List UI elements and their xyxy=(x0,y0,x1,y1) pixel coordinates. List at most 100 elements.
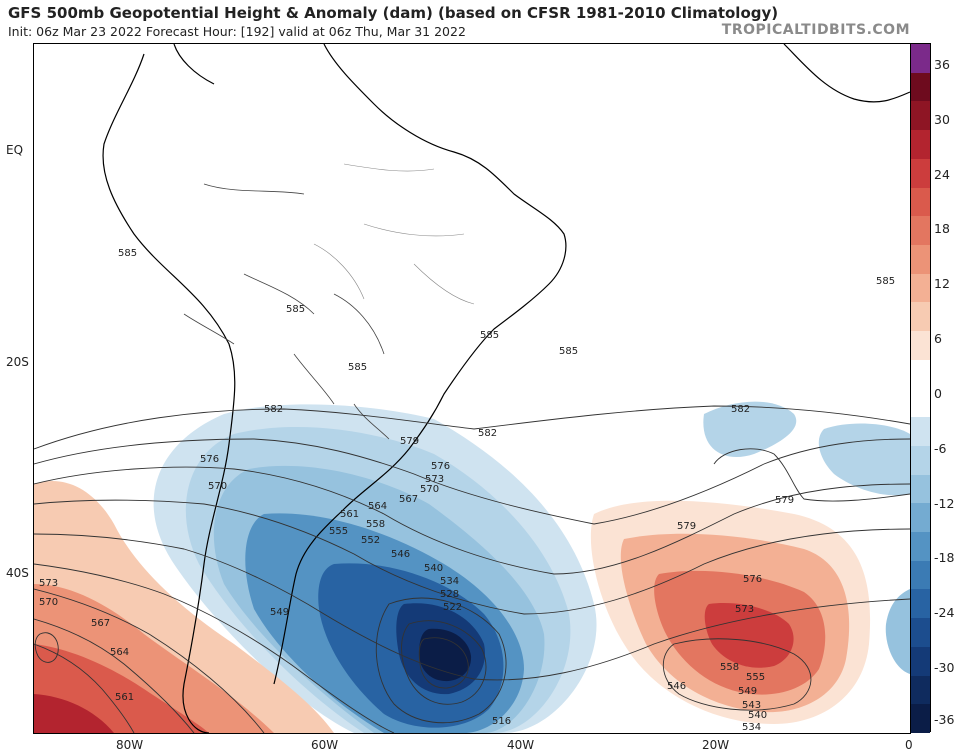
colorbar-segment xyxy=(911,331,930,361)
site-brand[interactable]: TROPICALTIDBITS.COM xyxy=(721,22,910,38)
contour-label: 579 xyxy=(400,436,419,447)
lon-label-20w: 20W xyxy=(702,738,730,752)
negative-anomaly-field xyxy=(153,401,910,733)
contour-label: 534 xyxy=(440,576,459,587)
contour-label: 585 xyxy=(118,248,137,259)
colorbar-segment xyxy=(911,130,930,160)
anomaly-neg-patch-east xyxy=(818,423,910,496)
contour-label: 567 xyxy=(91,618,110,629)
contour-label: 558 xyxy=(366,519,385,530)
colorbar-segment xyxy=(911,388,930,418)
contour-label: 549 xyxy=(270,607,289,618)
contour-label: 576 xyxy=(743,574,762,585)
lon-label-80w: 80W xyxy=(116,738,144,752)
colorbar-tick-label: 18 xyxy=(934,221,950,237)
contour-label: 582 xyxy=(264,404,283,415)
lat-label-40s: 40S xyxy=(6,566,29,580)
colorbar-segment xyxy=(911,273,930,303)
chart-title: GFS 500mb Geopotential Height & Anomaly … xyxy=(8,4,779,22)
contour-label: 546 xyxy=(391,549,410,560)
colorbar-segment xyxy=(911,44,930,74)
colorbar-segment xyxy=(911,158,930,189)
contour-label: 522 xyxy=(443,602,462,613)
contour-label: 552 xyxy=(361,535,380,546)
contour-label: 564 xyxy=(110,647,129,658)
anomaly-colorbar xyxy=(910,43,931,734)
contour-label: 573 xyxy=(425,474,444,485)
colorbar-segment xyxy=(911,359,930,389)
colorbar-segment xyxy=(911,417,930,447)
brazil-states xyxy=(313,163,475,305)
colorbar-segment xyxy=(911,704,930,734)
colorbar-tick-label: 30 xyxy=(934,111,950,127)
map-panel: 585 585 585 585 585 585 582 582 582 579 … xyxy=(33,43,911,734)
colorbar-tick-label: 36 xyxy=(934,57,950,72)
africa-outline xyxy=(783,44,910,103)
lon-label-0: 0 xyxy=(905,738,913,752)
colorbar-segment xyxy=(911,589,930,619)
anomaly-neg-core xyxy=(419,628,472,682)
colorbar-segment xyxy=(911,72,930,102)
contour-label: 585 xyxy=(348,362,367,373)
contour-label: 543 xyxy=(742,700,761,711)
contour-label: 573 xyxy=(735,604,754,615)
contour-label: 540 xyxy=(424,563,443,574)
anomaly-neg-patch-atlantic xyxy=(703,401,797,458)
contour-label: 516 xyxy=(492,716,511,727)
contour-label: 570 xyxy=(39,597,58,608)
map-canvas: 585 585 585 585 585 585 582 582 582 579 … xyxy=(34,44,910,733)
contour-label: 582 xyxy=(731,404,750,415)
anomaly-pos-west-24 xyxy=(34,694,114,733)
colorbar-segment xyxy=(911,302,930,332)
contour-labels: 585 585 585 585 585 585 582 582 582 579 … xyxy=(39,248,895,733)
land-outlines xyxy=(102,44,910,733)
contour-label: 585 xyxy=(480,330,499,341)
positive-anomaly-field xyxy=(34,480,871,733)
contour-label: 546 xyxy=(667,681,686,692)
contour-label: 561 xyxy=(115,692,134,703)
lat-label-20s: 20S xyxy=(6,355,29,369)
contour-label: 570 xyxy=(208,481,227,492)
contour-label: 549 xyxy=(738,686,757,697)
height-contours xyxy=(34,405,910,733)
contour-label: 585 xyxy=(559,346,578,357)
colorbar-segment xyxy=(911,675,930,705)
colorbar-segment xyxy=(911,618,930,648)
colorbar-segment xyxy=(911,560,930,590)
contour-label: 555 xyxy=(329,526,348,537)
colorbar-tick-label: -12 xyxy=(934,495,955,511)
contour-label: 555 xyxy=(746,672,765,683)
colorbar-tick-label: 24 xyxy=(934,166,950,182)
colorbar-segment xyxy=(911,216,930,246)
anomaly-neg-patch-se xyxy=(885,589,910,674)
contour-label: 534 xyxy=(742,722,761,733)
contour-label: 567 xyxy=(399,494,418,505)
colorbar-segment xyxy=(911,101,930,131)
contour-label: 528 xyxy=(440,589,459,600)
contour-label: 570 xyxy=(420,484,439,495)
colorbar-tick-label: 0 xyxy=(934,385,942,401)
colorbar-tick-label: 6 xyxy=(934,331,942,347)
colorbar-tick-label: -24 xyxy=(934,605,955,621)
contour-label: 573 xyxy=(39,578,58,589)
colorbar-segment xyxy=(911,445,930,476)
contour-label: 579 xyxy=(775,495,794,506)
contour-label: 558 xyxy=(720,662,739,673)
colorbar-segment xyxy=(911,503,930,533)
lon-label-60w: 60W xyxy=(311,738,339,752)
country-borders xyxy=(183,183,390,440)
colorbar-segment xyxy=(911,244,930,275)
lat-label-eq: EQ xyxy=(6,143,24,157)
contour-label: 561 xyxy=(340,509,359,520)
contour-label: 585 xyxy=(876,276,895,287)
colorbar-segment xyxy=(911,532,930,562)
chart-subtitle: Init: 06z Mar 23 2022 Forecast Hour: [19… xyxy=(8,24,466,39)
contour-label: 585 xyxy=(286,304,305,315)
colorbar-segment xyxy=(911,646,930,677)
contour-label: 576 xyxy=(200,454,219,465)
anomaly-pos-24-atlantic xyxy=(704,603,794,668)
colorbar-tick-label: -36 xyxy=(934,712,955,727)
colorbar-segment xyxy=(911,187,930,217)
contour-label: 564 xyxy=(368,501,387,512)
colorbar-tick-label: -30 xyxy=(934,660,955,676)
